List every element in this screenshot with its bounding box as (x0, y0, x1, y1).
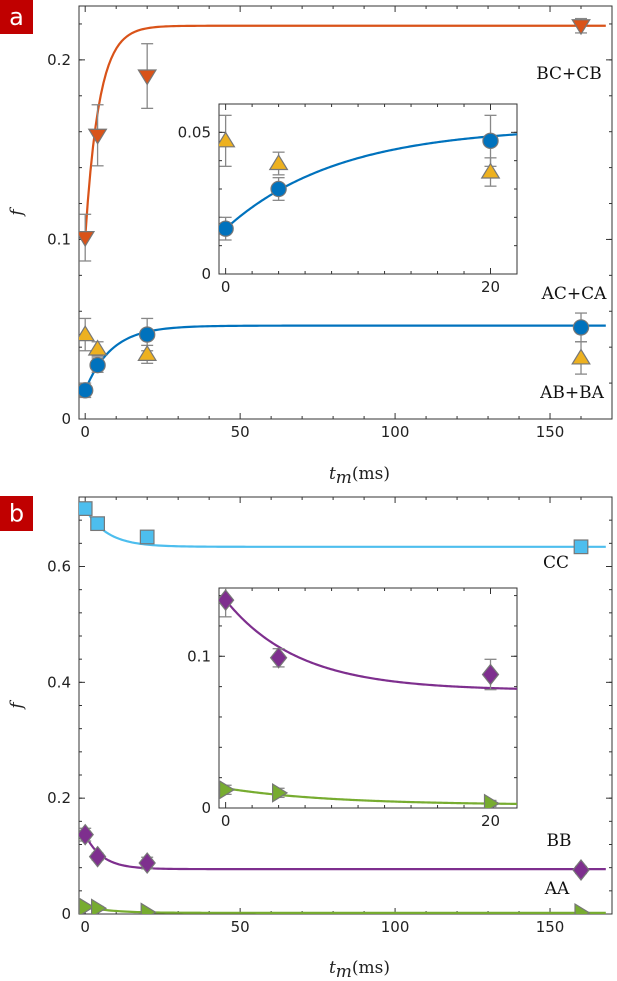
data-point-ab-ba (79, 382, 94, 399)
data-point-bc-cb (571, 19, 591, 36)
y-tick-label: 0 (61, 410, 71, 428)
inset-a: 0 20 0 0.05 (178, 103, 518, 296)
data-point-cc (79, 501, 93, 516)
inset-y-tick-label: 0 (201, 799, 211, 817)
data-point-aa (574, 902, 591, 914)
data-point-aa (483, 793, 501, 808)
inset-y-tick-label: 0.05 (178, 123, 211, 141)
fit-line-bb (224, 599, 517, 690)
data-point-aa (140, 902, 157, 914)
data-point-bc-cb (79, 231, 96, 248)
data-point-bb (79, 823, 94, 846)
panel-badge (0, 496, 33, 531)
series-label: BC+CB (536, 64, 602, 84)
inset-x-tick-label: 0 (221, 278, 231, 296)
x-tick-label: 0 (80, 918, 90, 936)
series-group-bb (79, 823, 606, 881)
data-point-bb (88, 845, 107, 868)
series-group-bc-cb (79, 17, 606, 262)
y-tick-label: 0.1 (47, 230, 71, 248)
data-point-ac-ca (137, 344, 158, 361)
data-point-ab-ba (138, 326, 156, 343)
fit-line-aa (84, 905, 606, 914)
y-axis-label: f (7, 207, 27, 218)
y-tick-label: 0 (61, 905, 71, 923)
data-point-ab-ba (219, 220, 234, 237)
data-point-ab-ba (572, 319, 590, 336)
data-point-ac-ca (480, 162, 501, 179)
series-label: BB (547, 831, 572, 851)
fit-line-cc (84, 508, 606, 548)
fit-line-ab-ba (84, 324, 606, 391)
series-group-ac-ca (219, 114, 501, 187)
inset-frame (218, 103, 518, 275)
series-label: AB+BA (539, 383, 605, 403)
inset-x-tick-label: 0 (221, 812, 231, 830)
plot-frame (78, 5, 613, 420)
series-group-ab-ba (79, 312, 606, 399)
data-point-bb (219, 589, 235, 612)
data-point-bb (138, 852, 156, 874)
series-label: AC+CA (541, 284, 608, 304)
data-point-ab-ba (89, 356, 106, 374)
series-group-aa (219, 779, 517, 808)
data-point-aa (90, 898, 108, 914)
data-point-bb (269, 646, 288, 669)
x-tick-label: 150 (536, 918, 565, 936)
series-group-bb (219, 588, 517, 691)
data-point-bc-cb (137, 69, 158, 86)
series-group-aa (79, 897, 606, 914)
data-point-ac-ca (571, 348, 591, 365)
data-point-ac-ca (87, 339, 108, 356)
x-tick-label: 100 (381, 423, 410, 441)
panel-letter: a (9, 3, 24, 31)
data-point-bb (572, 859, 590, 881)
x-tick-label: 50 (231, 918, 250, 936)
y-tick-label: 0.4 (47, 673, 71, 691)
series-group-ab-ba (219, 114, 517, 241)
x-axis-label: tm(ms) (329, 958, 390, 981)
inset-y-tick-label: 0 (201, 265, 211, 283)
x-tick-label: 100 (381, 918, 410, 936)
x-tick-label: 150 (536, 423, 565, 441)
fit-line-bb (84, 834, 606, 871)
inset-x-tick-label: 20 (481, 812, 500, 830)
series-group-cc (79, 501, 606, 555)
x-axis-label: tm(ms) (329, 464, 390, 488)
x-tick-label: 50 (231, 423, 250, 441)
data-point-aa (219, 779, 236, 800)
data-point-bc-cb (87, 128, 108, 145)
data-point-cc (139, 529, 155, 545)
panel-letter: b (9, 500, 24, 528)
inset-b: 0 20 0 0.1 (187, 587, 518, 830)
data-point-ac-ca (79, 325, 96, 342)
panel-badge (0, 0, 33, 34)
data-point-bb (481, 663, 500, 686)
series-label: CC (543, 553, 569, 573)
y-tick-label: 0.2 (47, 51, 71, 69)
data-point-aa (79, 897, 95, 914)
data-point-cc (573, 539, 589, 555)
y-tick-label: 0.6 (47, 558, 71, 576)
inset-y-tick-label: 0.1 (187, 647, 211, 665)
series-group-ac-ca (79, 317, 591, 375)
data-point-aa (272, 782, 289, 803)
y-tick-label: 0.2 (47, 789, 71, 807)
series-label: AA (544, 879, 570, 899)
data-point-ab-ba (482, 132, 499, 150)
data-point-ac-ca (268, 153, 289, 171)
y-axis-label: f (7, 700, 27, 711)
data-point-cc (90, 516, 105, 532)
panel-b: b 0 50 100 150 0 0.2 0.4 0.6 tm(ms) f CC BB AA 0 20 0 0.1 (0, 496, 613, 981)
data-point-ac-ca (219, 131, 236, 148)
fit-line-bc-cb (84, 24, 606, 238)
x-tick-label: 0 (80, 423, 90, 441)
data-point-ab-ba (270, 180, 287, 198)
inset-frame (218, 587, 518, 809)
panel-a: a 0 50 100 150 0 0.1 0.2 tm(ms) f BC+CB AB+BA AC+CA 0… (0, 0, 613, 488)
inset-x-tick-label: 20 (481, 278, 500, 296)
